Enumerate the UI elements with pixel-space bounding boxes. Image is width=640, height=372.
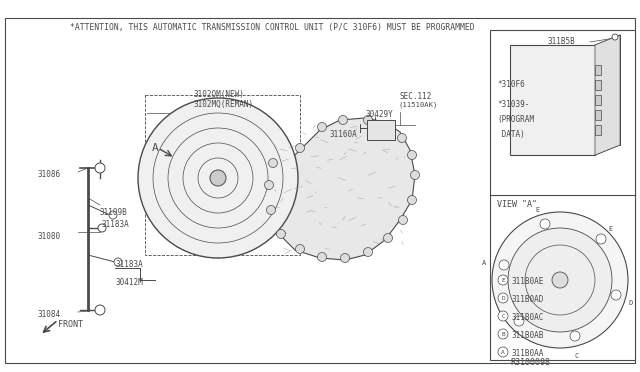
Circle shape (514, 316, 524, 326)
Circle shape (296, 244, 305, 253)
Bar (595, 110, 601, 120)
Bar (595, 65, 601, 75)
Text: *310F6: *310F6 (497, 80, 525, 89)
Text: 3102MQ(REMAN): 3102MQ(REMAN) (193, 100, 253, 109)
Text: 311B0AA: 311B0AA (512, 350, 545, 359)
Bar (595, 80, 601, 90)
Circle shape (552, 272, 568, 288)
Bar (510, 45, 595, 155)
Text: 31080: 31080 (38, 232, 61, 241)
Bar (490, 30, 635, 360)
Circle shape (317, 122, 326, 131)
Bar (595, 95, 601, 105)
Circle shape (498, 275, 508, 285)
Text: D: D (501, 295, 505, 301)
Circle shape (138, 98, 298, 258)
Circle shape (410, 170, 419, 180)
Circle shape (383, 234, 392, 243)
Text: B: B (501, 334, 506, 340)
Text: C: C (575, 353, 579, 359)
Text: 31109B: 31109B (100, 208, 128, 217)
Circle shape (399, 215, 408, 224)
Text: 30412M: 30412M (115, 278, 143, 287)
Circle shape (408, 151, 417, 160)
Circle shape (508, 228, 612, 332)
Bar (145, 95, 300, 255)
Circle shape (95, 163, 105, 173)
Text: 31160A: 31160A (330, 130, 358, 139)
Text: (11510AK): (11510AK) (398, 102, 437, 109)
Circle shape (109, 211, 117, 219)
Circle shape (296, 144, 305, 153)
Circle shape (98, 224, 106, 232)
Circle shape (498, 347, 508, 357)
Circle shape (540, 219, 550, 229)
Circle shape (383, 121, 392, 129)
Text: E: E (535, 206, 540, 212)
Text: E: E (609, 226, 613, 232)
Circle shape (498, 329, 508, 339)
Circle shape (499, 260, 509, 270)
Text: 311B0AB: 311B0AB (512, 331, 545, 340)
Text: 3102OM(NEW): 3102OM(NEW) (193, 90, 244, 99)
Text: DATA): DATA) (497, 130, 525, 139)
Circle shape (498, 293, 508, 303)
Circle shape (596, 234, 606, 244)
Text: 311B5B: 311B5B (548, 37, 576, 46)
Text: 31084: 31084 (38, 310, 61, 319)
Text: 311B0AD: 311B0AD (512, 295, 545, 305)
Text: 30429Y: 30429Y (365, 110, 393, 119)
Text: R3100098: R3100098 (510, 358, 550, 367)
Text: B: B (501, 331, 505, 337)
Circle shape (264, 180, 273, 189)
Circle shape (498, 311, 508, 321)
Circle shape (570, 331, 580, 341)
Polygon shape (595, 35, 620, 155)
Text: A: A (501, 350, 505, 355)
Circle shape (397, 134, 406, 142)
Circle shape (364, 115, 372, 125)
Circle shape (114, 258, 122, 266)
Text: C: C (501, 314, 505, 318)
Circle shape (339, 115, 348, 125)
Text: SEC.112: SEC.112 (400, 92, 433, 101)
Text: 311B0AE: 311B0AE (512, 278, 545, 286)
Circle shape (95, 305, 105, 315)
Bar (595, 125, 601, 135)
Circle shape (210, 170, 226, 186)
Circle shape (364, 247, 372, 257)
Circle shape (269, 158, 278, 167)
Text: A: A (481, 260, 486, 266)
Text: FRONT: FRONT (58, 320, 83, 329)
Text: (PROGRAM: (PROGRAM (497, 115, 534, 124)
Polygon shape (268, 118, 415, 260)
Text: *31039-: *31039- (497, 100, 529, 109)
Text: D: D (628, 300, 632, 306)
Circle shape (317, 253, 326, 262)
Text: 311B0AC: 311B0AC (512, 314, 545, 323)
Text: 31183A: 31183A (102, 220, 130, 229)
Circle shape (611, 290, 621, 300)
Circle shape (266, 205, 275, 215)
Bar (367, 120, 395, 140)
Circle shape (408, 196, 417, 205)
Circle shape (340, 253, 349, 263)
Circle shape (276, 230, 285, 238)
Text: E: E (501, 278, 505, 282)
Text: VIEW "A": VIEW "A" (497, 200, 537, 209)
Text: 31086: 31086 (38, 170, 61, 179)
Text: A: A (152, 143, 159, 153)
Circle shape (492, 212, 628, 348)
Circle shape (612, 34, 618, 40)
Text: 31183A: 31183A (115, 260, 143, 269)
Text: *ATTENTION, THIS AUTOMATIC TRANSMISSION CONTROL UNIT (P/C 310F6) MUST BE PROGRAM: *ATTENTION, THIS AUTOMATIC TRANSMISSION … (70, 23, 475, 32)
